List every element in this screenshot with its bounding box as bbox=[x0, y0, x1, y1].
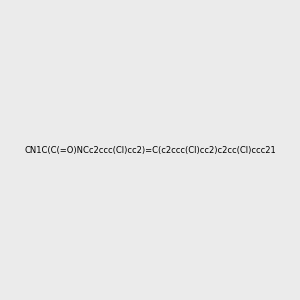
Text: CN1C(C(=O)NCc2ccc(Cl)cc2)=C(c2ccc(Cl)cc2)c2cc(Cl)ccc21: CN1C(C(=O)NCc2ccc(Cl)cc2)=C(c2ccc(Cl)cc2… bbox=[24, 146, 276, 154]
